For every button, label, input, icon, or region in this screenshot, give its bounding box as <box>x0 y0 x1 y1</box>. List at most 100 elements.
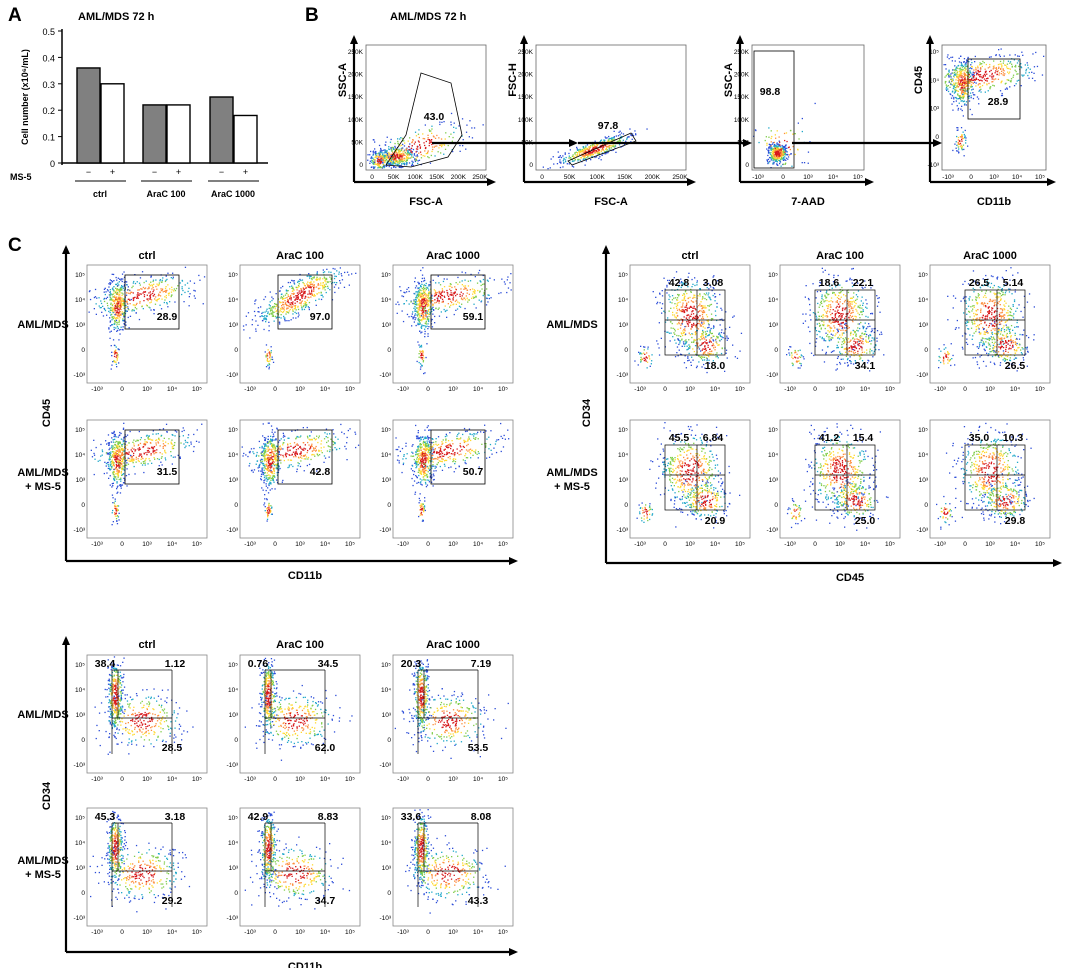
density-dot <box>949 75 952 77</box>
panel-a-y-tick-label: 0.4 <box>42 53 55 63</box>
density-dot <box>769 152 771 154</box>
density-dot <box>158 282 160 284</box>
density-dot <box>1031 71 1033 73</box>
density-dot <box>417 323 419 326</box>
density-dot <box>292 293 295 295</box>
density-dot <box>427 295 429 297</box>
density-dot <box>988 56 991 58</box>
density-dot <box>417 287 419 290</box>
density-dot <box>106 302 108 304</box>
density-dot <box>290 297 292 299</box>
density-dot <box>125 435 127 438</box>
y-tick-label: -10³ <box>379 372 391 379</box>
density-dot <box>422 288 425 291</box>
density-dot <box>113 464 115 466</box>
density-dot <box>163 301 165 304</box>
category-label: ctrl <box>93 189 107 199</box>
density-dot <box>953 85 955 87</box>
density-dot <box>425 323 427 325</box>
density-dot <box>380 159 382 161</box>
density-dot <box>950 97 953 99</box>
density-dot <box>122 457 125 459</box>
density-dot <box>153 295 155 297</box>
density-dot <box>119 463 121 465</box>
density-dot <box>283 315 285 318</box>
density-dot <box>127 452 129 454</box>
density-dot <box>118 284 120 286</box>
density-dot <box>475 295 477 298</box>
density-dot <box>138 460 140 463</box>
density-dot <box>967 56 969 59</box>
density-dot <box>123 289 125 291</box>
density-dot <box>143 291 145 293</box>
density-dot <box>550 158 552 160</box>
density-dot <box>451 301 453 304</box>
density-dot <box>779 152 781 154</box>
density-dot <box>302 288 305 290</box>
density-dot <box>189 293 191 295</box>
density-dot <box>392 159 395 162</box>
density-dot <box>453 292 456 294</box>
density-dot <box>121 313 123 315</box>
density-dot <box>154 458 156 460</box>
density-dot <box>161 298 163 300</box>
density-dot <box>276 313 278 315</box>
density-dot <box>113 474 115 476</box>
density-dot <box>190 441 192 443</box>
panel-b-x-arrow-head <box>687 178 696 186</box>
density-dot <box>111 364 113 366</box>
density-dot <box>321 294 323 296</box>
density-dot <box>1010 81 1012 83</box>
density-dot <box>165 441 167 443</box>
density-dot <box>111 355 113 357</box>
density-dot <box>768 143 770 145</box>
density-dot <box>116 359 118 361</box>
density-dot <box>284 320 286 322</box>
density-dot <box>113 317 116 319</box>
density-dot <box>510 289 512 291</box>
density-dot <box>389 161 391 163</box>
density-dot <box>425 152 427 155</box>
density-dot <box>419 146 422 148</box>
density-dot <box>287 301 290 304</box>
density-dot <box>457 301 459 303</box>
density-dot <box>300 294 302 296</box>
density-dot <box>416 294 419 296</box>
density-dot <box>318 298 320 300</box>
density-dot <box>315 286 318 288</box>
y-tick-label: 10³ <box>930 106 940 113</box>
density-dot <box>112 339 115 341</box>
density-dot <box>418 318 420 321</box>
density-dot <box>141 305 143 308</box>
density-dot <box>303 308 306 311</box>
density-dot <box>122 329 124 331</box>
density-dot <box>971 79 973 82</box>
density-dot <box>323 271 326 273</box>
density-dot <box>968 95 970 97</box>
density-dot <box>782 154 784 156</box>
density-dot <box>971 73 973 75</box>
density-dot <box>373 139 375 141</box>
density-dot <box>772 156 774 158</box>
density-dot <box>606 143 608 146</box>
density-dot <box>423 285 425 287</box>
density-dot <box>117 308 119 310</box>
density-dot <box>575 155 578 157</box>
density-dot <box>120 302 122 304</box>
density-dot <box>108 327 110 329</box>
density-dot <box>122 304 124 306</box>
density-dot <box>110 441 112 443</box>
density-dot <box>118 281 120 283</box>
density-dot <box>971 78 973 80</box>
density-dot <box>954 65 956 67</box>
density-dot <box>114 448 116 450</box>
density-dot <box>169 301 171 303</box>
density-dot <box>394 147 396 149</box>
density-dot <box>272 315 275 317</box>
density-dot <box>1009 68 1011 70</box>
density-dot <box>770 137 772 140</box>
density-dot <box>767 151 770 153</box>
density-dot <box>807 151 810 153</box>
density-dot <box>397 162 399 164</box>
density-dot <box>769 156 771 159</box>
